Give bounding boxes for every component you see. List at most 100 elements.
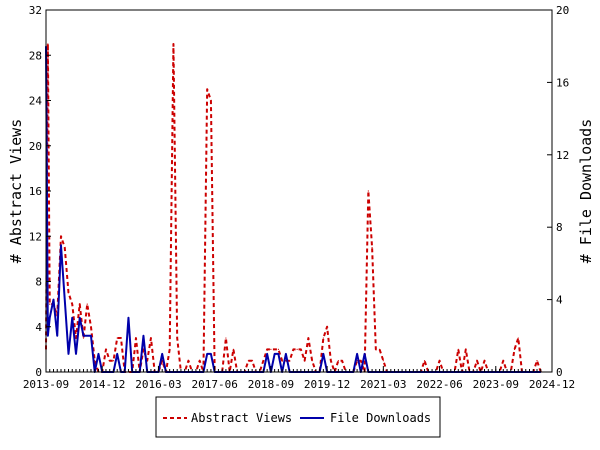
x-tick-label: 2024-12 <box>529 378 575 391</box>
abstract-views-point <box>513 348 516 350</box>
abstract-views-point <box>378 348 381 350</box>
abstract-views-point <box>210 99 212 102</box>
file-downloads-point <box>97 353 100 355</box>
x-tick-label: 2014-12 <box>79 378 125 391</box>
file-downloads-point <box>64 299 66 301</box>
y-left-tick-label: 4 <box>35 321 42 334</box>
file-downloads-point <box>56 335 58 337</box>
file-downloads-point <box>82 335 85 337</box>
y-right-tick-label: 0 <box>556 366 563 379</box>
abstract-views-point <box>109 360 111 362</box>
axis-layer: 0 4 8 12 16 20 24 28 32 0 4 8 12 16 20 2013-09 2014-12 20… <box>23 4 575 391</box>
abstract-views-point <box>536 360 538 362</box>
abstract-views-point <box>262 360 264 362</box>
x-tick-label: 2019-12 <box>304 378 350 391</box>
x-tick-label: 2013-09 <box>23 378 69 391</box>
abstract-views-point <box>90 326 92 328</box>
abstract-views-point <box>367 190 369 192</box>
file-downloads-point <box>161 353 163 355</box>
x-tick-label: 2016-03 <box>135 378 181 391</box>
legend-box <box>155 396 441 438</box>
file-downloads-point <box>266 353 268 355</box>
x-tick-label: 2022-06 <box>416 378 462 391</box>
abstract-views-point <box>371 246 373 249</box>
abstract-views-point <box>82 337 85 339</box>
y-left-tick-label: 20 <box>29 140 42 153</box>
abstract-views-point <box>176 337 178 339</box>
x-tick-label: 2017-06 <box>191 378 237 391</box>
file-downloads-point <box>363 353 366 355</box>
y-right-tick-label: 8 <box>556 221 563 234</box>
y-left-tick-label: 16 <box>29 185 42 198</box>
abstract-views-point <box>281 360 283 362</box>
abstract-views-point <box>199 360 201 362</box>
series-line-file-downloads <box>45 46 541 373</box>
abstract-views-point <box>47 43 49 45</box>
abstract-views-point <box>64 246 66 249</box>
abstract-views-point <box>116 337 118 339</box>
abstract-views-point <box>71 303 73 305</box>
abstract-views-point <box>169 348 171 350</box>
abstract-views-point <box>251 360 253 362</box>
abstract-views-point <box>438 360 441 362</box>
y-left-tick-label: 8 <box>35 276 42 289</box>
x-tick-label: 2018-09 <box>248 378 294 391</box>
x-tick-label: 2023-09 <box>473 378 519 391</box>
file-downloads-point <box>79 317 81 319</box>
y-left-tick-label: 32 <box>29 4 42 17</box>
abstract-views-point <box>79 303 81 305</box>
abstract-views-point <box>300 348 302 350</box>
y-left-tick-label: 28 <box>29 49 42 62</box>
abstract-views-point <box>142 348 145 350</box>
abstract-views-point <box>120 337 122 339</box>
abstract-views-point <box>382 360 384 362</box>
abstract-views-point <box>360 360 362 362</box>
abstract-views-point <box>292 348 294 350</box>
abstract-views-point <box>112 360 115 362</box>
abstract-views-point <box>285 360 287 362</box>
file-downloads-point <box>90 335 92 337</box>
file-downloads-point <box>47 335 49 337</box>
abstract-views-point <box>266 348 268 350</box>
abstract-views-point <box>274 348 276 350</box>
file-downloads-point <box>75 353 77 355</box>
abstract-views-point <box>423 360 426 362</box>
abstract-views-point <box>105 348 107 350</box>
plot-frame <box>45 9 553 373</box>
abstract-views-point <box>322 337 324 339</box>
abstract-views-point <box>483 360 486 362</box>
abstract-views-point <box>356 360 358 362</box>
abstract-views-point <box>232 348 235 350</box>
y-right-tick-label: 12 <box>556 149 569 162</box>
file-downloads-point <box>322 353 324 355</box>
abstract-views-point <box>161 360 163 362</box>
file-downloads-point <box>142 335 145 337</box>
legend-label-file-downloads: File Downloads <box>330 411 431 425</box>
y-left-tick-label: 24 <box>29 95 43 108</box>
abstract-views-point <box>341 360 343 362</box>
abstract-views-point <box>457 348 459 350</box>
abstract-views-point <box>307 337 309 339</box>
y-right-tick-label: 4 <box>556 294 563 307</box>
abstract-views-point <box>86 303 88 305</box>
abstract-views-point <box>247 360 249 362</box>
y-right-tick-label: 20 <box>556 4 569 17</box>
abstract-views-point <box>311 360 313 362</box>
file-downloads-point <box>86 335 88 337</box>
file-downloads-point <box>206 353 208 355</box>
file-downloads-point <box>67 353 70 355</box>
abstract-views-point <box>375 348 377 350</box>
file-downloads-point <box>116 353 118 355</box>
legend-label-abstract-views: Abstract Views <box>191 411 292 425</box>
y-left-tick-label: 12 <box>29 230 42 243</box>
abstract-views-point <box>172 43 175 45</box>
file-downloads-point <box>285 353 287 355</box>
file-downloads-point <box>356 353 358 355</box>
abstract-views-point <box>289 360 291 362</box>
abstract-views-point <box>465 348 467 350</box>
y-left-tick-label: 0 <box>35 366 42 379</box>
abstract-views-point <box>187 360 190 362</box>
abstract-views-point <box>67 292 70 294</box>
abstract-views-point <box>517 337 519 339</box>
x-tick-label: 2021-03 <box>360 378 406 391</box>
